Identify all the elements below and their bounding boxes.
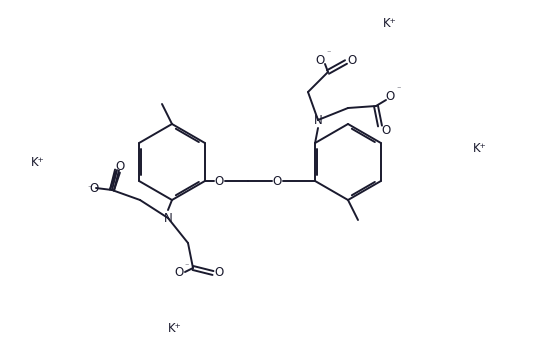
Text: O: O bbox=[214, 266, 224, 280]
Text: O: O bbox=[386, 90, 395, 102]
Text: ⁻: ⁻ bbox=[185, 261, 189, 271]
Text: ⁻: ⁻ bbox=[397, 84, 401, 93]
Text: O: O bbox=[315, 53, 325, 67]
Text: O: O bbox=[174, 266, 184, 279]
Text: N: N bbox=[314, 113, 322, 126]
Text: K⁺: K⁺ bbox=[473, 141, 487, 155]
Text: O: O bbox=[381, 124, 390, 136]
Text: O: O bbox=[90, 182, 99, 194]
Text: N: N bbox=[164, 212, 172, 224]
Text: K⁺: K⁺ bbox=[31, 155, 45, 169]
Text: K⁺: K⁺ bbox=[168, 321, 182, 334]
Text: O: O bbox=[272, 174, 282, 188]
Text: O: O bbox=[116, 160, 125, 173]
Text: O: O bbox=[214, 174, 224, 188]
Text: ⁻: ⁻ bbox=[88, 184, 92, 193]
Text: K⁺: K⁺ bbox=[383, 16, 397, 29]
Text: ⁻: ⁻ bbox=[327, 48, 331, 58]
Text: O: O bbox=[347, 53, 356, 67]
